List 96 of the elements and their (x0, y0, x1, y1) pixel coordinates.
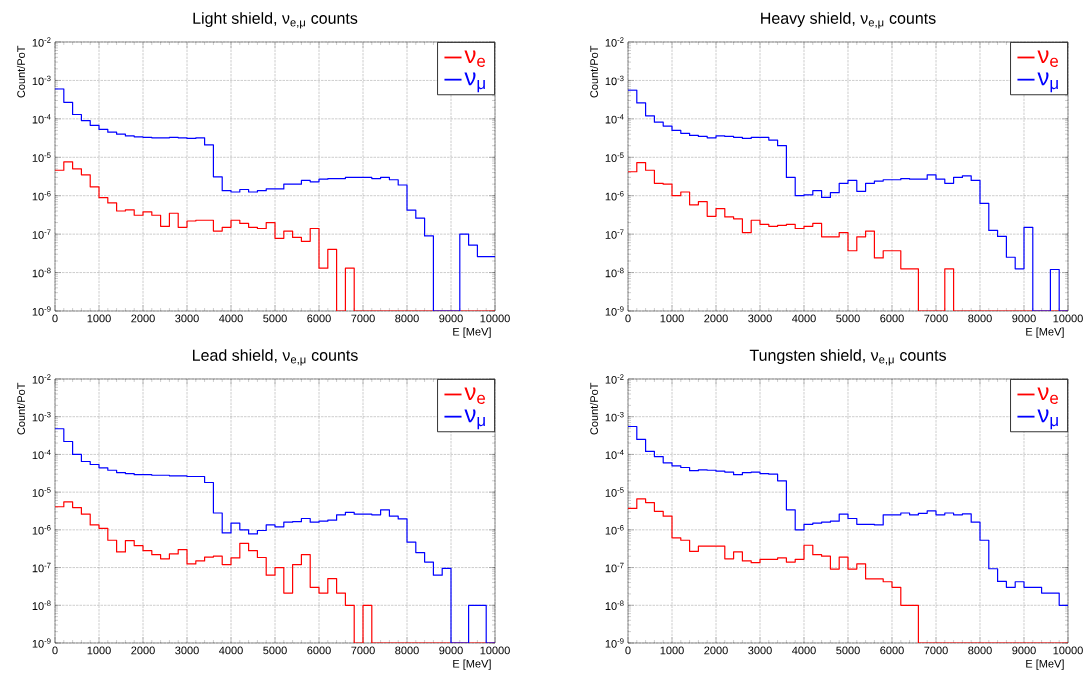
text: ν$_{e}$ (1037, 387, 1059, 404)
y-tick-label: 10$^{-4}$ (32, 449, 51, 460)
x-tick-label: 2000 (131, 314, 155, 323)
y-tick-label: 10$^{-4}$ (605, 114, 624, 124)
y-axis-title: Count/PoT (16, 45, 26, 98)
y-tick-label: 10$^{-6}$ (605, 525, 624, 535)
x-tick-label: 7000 (351, 314, 375, 323)
x-tick-label: 8000 (968, 646, 992, 655)
y-tick-label: 10$^{-2}$ (605, 374, 624, 384)
x-tick-label: 6000 (307, 314, 331, 323)
x-tick-label: 0 (52, 314, 58, 323)
x-tick-label: 5000 (263, 646, 287, 655)
x-tick-label: 9000 (439, 314, 463, 323)
y-tick-label: 10$^{-5}$ (605, 487, 624, 497)
x-tick-label: 2000 (704, 314, 728, 323)
text: ν$_{e}$ (1037, 50, 1059, 67)
x-tick-label: 7000 (924, 646, 948, 655)
x-tick-label: 3000 (175, 646, 199, 655)
x-tick-label: 7000 (924, 314, 948, 323)
y-tick-label: 10$^{-3}$ (32, 411, 51, 422)
y-tick-label: 10$^{-6}$ (32, 525, 51, 535)
x-tick-label: 3000 (175, 314, 199, 323)
y-tick-label: 10$^{-3}$ (605, 75, 624, 86)
x-tick-label: 2000 (704, 646, 728, 655)
y-axis-title: Count/PoT (589, 45, 599, 98)
y-tick-label: 10$^{-9}$ (32, 306, 51, 316)
y-tick-label: 10$^{-8}$ (32, 267, 51, 278)
y-tick-label: 10$^{-2}$ (605, 37, 624, 47)
y-tick-label: 10$^{-7}$ (32, 229, 51, 239)
x-tick-label: 10000 (1053, 646, 1083, 655)
chart-title: Light shield, ν$_{e,μ}$ counts (193, 12, 358, 29)
x-tick-label: 9000 (439, 646, 463, 655)
x-tick-label: 5000 (836, 314, 860, 323)
x-tick-label: 6000 (880, 646, 904, 655)
x-axis-title: E [MeV] (453, 327, 491, 338)
x-tick-label: 6000 (880, 314, 904, 323)
y-tick-label: 10$^{-3}$ (32, 75, 51, 86)
x-tick-label: 4000 (219, 646, 243, 655)
x-tick-label: 3000 (748, 314, 772, 323)
x-tick-label: 10000 (480, 646, 510, 655)
legend-label: ν$_{μ}$ (1037, 72, 1058, 93)
x-tick-label: 1000 (87, 646, 111, 655)
x-tick-label: 10000 (480, 314, 510, 323)
x-tick-label: 10000 (1053, 314, 1083, 323)
x-tick-label: 0 (52, 646, 58, 655)
text: ν$_{e}$ (464, 50, 486, 67)
x-tick-label: 8000 (395, 646, 419, 655)
y-tick-label: 10$^{-7}$ (32, 562, 51, 573)
y-tick-label: 10$^{-6}$ (32, 190, 51, 201)
y-tick-label: 10$^{-8}$ (32, 600, 51, 611)
x-tick-label: 1000 (660, 646, 684, 655)
x-tick-label: 9000 (1012, 314, 1036, 323)
x-tick-label: 5000 (836, 646, 860, 655)
x-tick-label: 1000 (660, 314, 684, 323)
y-tick-label: 10$^{-9}$ (605, 638, 624, 648)
x-tick-label: 3000 (748, 646, 772, 655)
x-tick-label: 6000 (307, 646, 331, 655)
y-tick-label: 10$^{-6}$ (605, 190, 624, 201)
y-tick-label: 10$^{-2}$ (32, 374, 51, 384)
x-tick-label: 4000 (792, 646, 816, 655)
y-tick-label: 10$^{-9}$ (605, 306, 624, 316)
x-tick-label: 0 (625, 646, 631, 655)
chart-title: Tungsten shield, ν$_{e,μ}$ counts (749, 349, 946, 366)
y-tick-label: 10$^{-4}$ (605, 449, 624, 460)
x-tick-label: 4000 (792, 314, 816, 323)
x-tick-label: 1000 (87, 314, 111, 323)
x-tick-label: 2000 (131, 646, 155, 655)
y-tick-label: 10$^{-5}$ (605, 152, 624, 162)
x-tick-label: 9000 (1012, 646, 1036, 655)
text: ν$_{e}$ (464, 387, 486, 404)
y-tick-label: 10$^{-5}$ (32, 487, 51, 497)
x-tick-label: 8000 (968, 314, 992, 323)
y-tick-label: 10$^{-5}$ (32, 152, 51, 162)
y-tick-label: 10$^{-9}$ (32, 638, 51, 648)
x-tick-label: 5000 (263, 314, 287, 323)
y-axis-title: Count/PoT (16, 382, 26, 435)
y-tick-label: 10$^{-7}$ (605, 562, 624, 573)
x-axis-title: E [MeV] (1026, 327, 1064, 338)
y-tick-label: 10$^{-8}$ (605, 600, 624, 611)
legend-label: ν$_{μ}$ (464, 72, 485, 93)
y-tick-label: 10$^{-8}$ (605, 267, 624, 278)
x-tick-label: 7000 (351, 646, 375, 655)
y-tick-label: 10$^{-7}$ (605, 229, 624, 239)
x-axis-title: E [MeV] (1026, 659, 1064, 670)
x-axis-title: E [MeV] (453, 659, 491, 670)
y-tick-label: 10$^{-3}$ (605, 411, 624, 422)
y-axis-title: Count/PoT (589, 382, 599, 435)
y-tick-label: 10$^{-2}$ (32, 37, 51, 47)
x-tick-label: 0 (625, 314, 631, 323)
legend-label: ν$_{μ}$ (1037, 409, 1058, 430)
x-tick-label: 8000 (395, 314, 419, 323)
chart-title: Lead shield, ν$_{e,μ}$ counts (193, 349, 358, 366)
chart-title: Heavy shield, ν$_{e,μ}$ counts (761, 12, 936, 29)
y-tick-label: 10$^{-4}$ (32, 114, 51, 124)
legend-label: ν$_{μ}$ (464, 409, 485, 430)
x-tick-label: 4000 (219, 314, 243, 323)
